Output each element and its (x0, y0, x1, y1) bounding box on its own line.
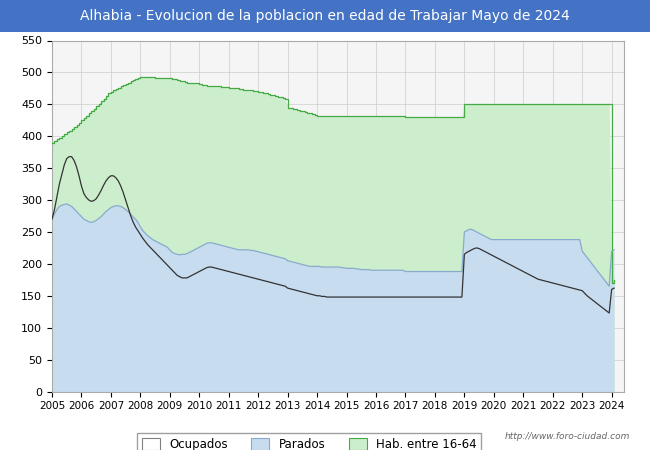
Legend: Ocupados, Parados, Hab. entre 16-64: Ocupados, Parados, Hab. entre 16-64 (137, 433, 482, 450)
Text: Alhabia - Evolucion de la poblacion en edad de Trabajar Mayo de 2024: Alhabia - Evolucion de la poblacion en e… (80, 9, 570, 23)
Text: http://www.foro-ciudad.com: http://www.foro-ciudad.com (505, 432, 630, 441)
